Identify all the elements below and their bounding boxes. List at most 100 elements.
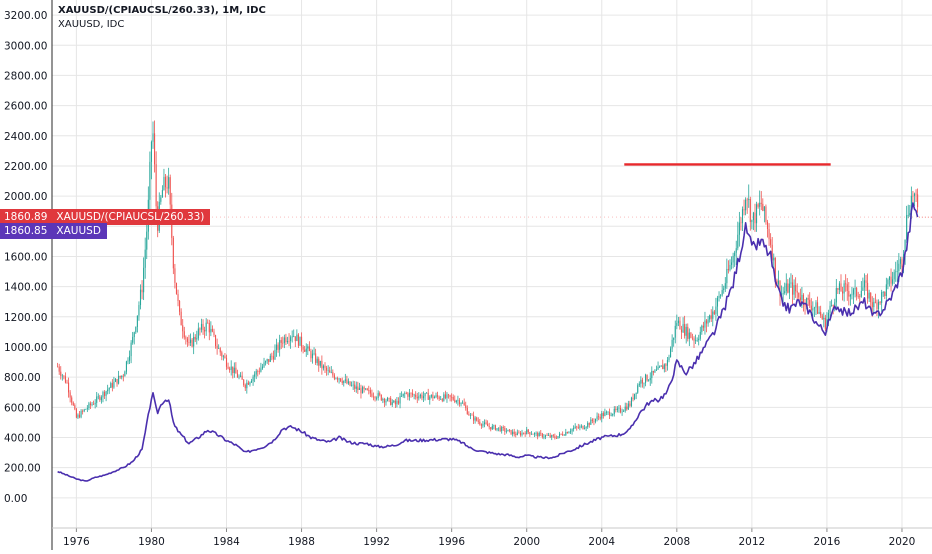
candle-body[interactable]: [483, 422, 486, 425]
candle-body[interactable]: [222, 356, 224, 357]
candle-body[interactable]: [718, 295, 720, 298]
candle-body[interactable]: [504, 428, 506, 432]
candle-body[interactable]: [210, 328, 212, 333]
candle-body[interactable]: [559, 433, 561, 437]
candle-body[interactable]: [265, 361, 267, 363]
candle-body[interactable]: [349, 381, 351, 386]
candle-body[interactable]: [247, 382, 249, 385]
candle-body[interactable]: [329, 370, 331, 373]
candle-body[interactable]: [538, 432, 540, 437]
candle-body[interactable]: [277, 344, 279, 350]
candle-body[interactable]: [443, 394, 445, 401]
candle-body[interactable]: [177, 294, 179, 301]
candle-body[interactable]: [655, 369, 658, 371]
candle-body[interactable]: [96, 396, 98, 403]
candle-body[interactable]: [377, 393, 379, 398]
candle-body[interactable]: [224, 356, 226, 358]
nominal-line-series[interactable]: [52, 202, 932, 482]
candle-body[interactable]: [99, 396, 101, 401]
candle-body[interactable]: [735, 248, 737, 253]
candle-body[interactable]: [160, 197, 162, 202]
candle-body[interactable]: [174, 268, 176, 283]
candle-body[interactable]: [103, 392, 106, 396]
candle-body[interactable]: [254, 374, 256, 377]
candle-body[interactable]: [421, 394, 423, 399]
candle-body[interactable]: [643, 382, 645, 384]
candle-body[interactable]: [562, 434, 564, 436]
candle-body[interactable]: [118, 375, 120, 384]
candle-body[interactable]: [462, 402, 464, 404]
candle-body[interactable]: [546, 435, 548, 437]
candle-body[interactable]: [915, 193, 917, 195]
candle-body[interactable]: [887, 279, 889, 285]
candle-body[interactable]: [246, 382, 248, 389]
candle-body[interactable]: [890, 276, 892, 284]
candle-body[interactable]: [211, 328, 213, 332]
candle-body[interactable]: [399, 396, 401, 404]
candle-body[interactable]: [266, 359, 268, 362]
candle-body[interactable]: [446, 394, 448, 398]
candle-body[interactable]: [652, 370, 654, 373]
candle-body[interactable]: [776, 279, 778, 285]
candle-body[interactable]: [91, 404, 93, 406]
candle-body[interactable]: [213, 331, 215, 336]
nominal-price-line[interactable]: [57, 202, 919, 482]
candle-body[interactable]: [810, 305, 812, 311]
candle-body[interactable]: [286, 341, 289, 343]
candle-body[interactable]: [512, 431, 514, 435]
candle-body[interactable]: [668, 357, 670, 361]
candle-body[interactable]: [901, 259, 903, 268]
candle-body[interactable]: [799, 297, 801, 301]
candle-body[interactable]: [498, 427, 500, 429]
candle-body[interactable]: [129, 356, 131, 361]
candle-body[interactable]: [383, 398, 385, 403]
candle-body[interactable]: [854, 287, 856, 290]
candle-body[interactable]: [432, 394, 434, 399]
candle-body[interactable]: [316, 358, 318, 363]
candle-body[interactable]: [396, 400, 398, 405]
candle-body[interactable]: [917, 194, 919, 208]
candle-body[interactable]: [848, 291, 850, 297]
candle-body[interactable]: [326, 367, 328, 371]
candle-body[interactable]: [89, 403, 92, 406]
candle-body[interactable]: [666, 360, 668, 366]
candle-body[interactable]: [205, 322, 207, 332]
candle-body[interactable]: [849, 294, 851, 297]
candle-body[interactable]: [438, 396, 440, 400]
candle-body[interactable]: [466, 408, 468, 415]
candle-body[interactable]: [233, 367, 235, 374]
candle-body[interactable]: [218, 348, 220, 349]
candle-body[interactable]: [179, 300, 181, 312]
candle-body[interactable]: [533, 433, 536, 435]
candle-body[interactable]: [712, 311, 714, 319]
candle-body[interactable]: [144, 249, 146, 268]
candle-body[interactable]: [874, 301, 876, 303]
candle-body[interactable]: [476, 417, 478, 421]
candle-body[interactable]: [419, 394, 421, 397]
candle-body[interactable]: [366, 388, 368, 391]
candle-body[interactable]: [646, 374, 648, 381]
candle-body[interactable]: [876, 302, 878, 310]
candle-body[interactable]: [340, 378, 342, 382]
candle-body[interactable]: [752, 212, 754, 221]
candle-body[interactable]: [508, 429, 511, 431]
candle-body[interactable]: [693, 338, 695, 341]
candle-body[interactable]: [573, 427, 575, 430]
candle-body[interactable]: [893, 272, 895, 280]
candle-body[interactable]: [720, 295, 722, 296]
candle-body[interactable]: [616, 408, 618, 410]
candle-body[interactable]: [82, 411, 84, 412]
candle-body[interactable]: [304, 349, 306, 352]
candle-body[interactable]: [138, 305, 140, 316]
candle-body[interactable]: [513, 431, 515, 435]
candle-body[interactable]: [113, 381, 115, 388]
candle-body[interactable]: [862, 287, 864, 291]
candle-body[interactable]: [454, 399, 456, 403]
candle-body[interactable]: [644, 374, 647, 383]
candle-body[interactable]: [651, 370, 653, 379]
candle-body[interactable]: [249, 382, 251, 385]
candle-body[interactable]: [601, 413, 603, 419]
candle-body[interactable]: [535, 433, 537, 434]
candle-body[interactable]: [285, 337, 287, 343]
